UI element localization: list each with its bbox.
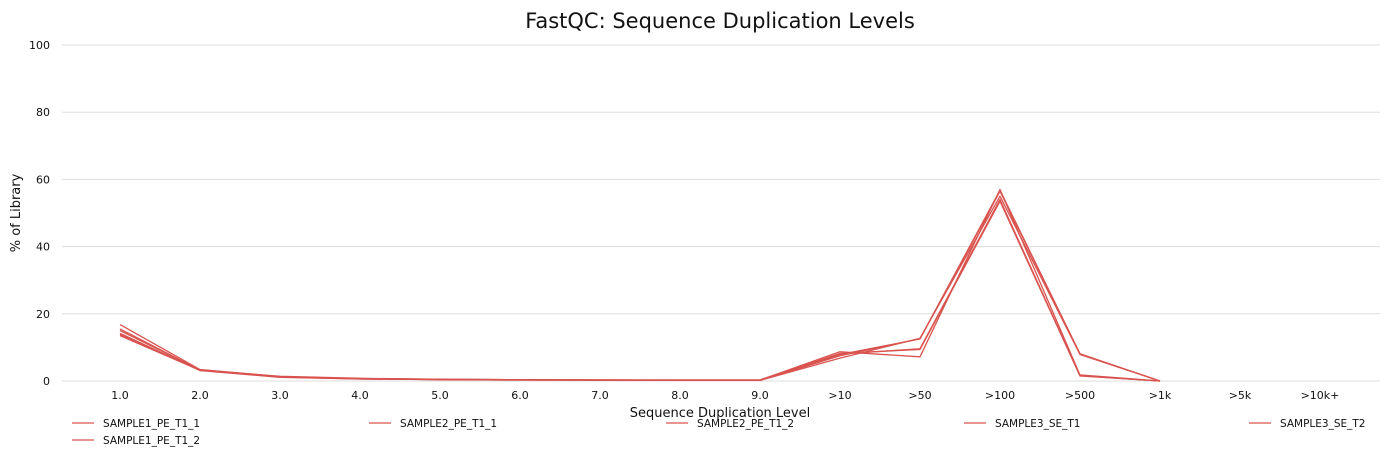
x-tick-label: >1k bbox=[1149, 389, 1172, 402]
y-tick-label: 40 bbox=[36, 241, 50, 254]
legend-item: SAMPLE3_SE_T1 bbox=[964, 418, 1081, 430]
x-tick-label: 6.0 bbox=[511, 389, 529, 402]
y-axis-label: % of Library bbox=[9, 173, 24, 252]
legend-label: SAMPLE3_SE_T1 bbox=[995, 418, 1081, 430]
x-tick-label: >10 bbox=[828, 389, 851, 402]
series-line bbox=[119, 200, 1161, 382]
series-line bbox=[119, 190, 1161, 382]
series-line bbox=[119, 198, 1161, 382]
x-axis-label: Sequence Duplication Level bbox=[630, 406, 810, 421]
x-tick-label: >100 bbox=[985, 389, 1015, 402]
x-tick-label: 7.0 bbox=[591, 389, 609, 402]
x-tick-label: 9.0 bbox=[751, 389, 769, 402]
legend-item: SAMPLE2_PE_T1_1 bbox=[369, 418, 497, 430]
y-tick-label: 20 bbox=[36, 308, 50, 321]
x-tick-label: >5k bbox=[1229, 389, 1252, 402]
gridlines bbox=[62, 44, 1380, 382]
series-line bbox=[119, 195, 1161, 382]
legend-label: SAMPLE1_PE_T1_1 bbox=[103, 418, 200, 430]
series-line bbox=[119, 188, 1161, 382]
legend-item: SAMPLE1_PE_T1_2 bbox=[72, 435, 200, 447]
legend: SAMPLE1_PE_T1_1 SAMPLE1_PE_T1_2 SAMPLE2_PE… bbox=[72, 418, 1366, 447]
legend-label: SAMPLE2_PE_T1_1 bbox=[400, 418, 497, 430]
x-tick-label: 3.0 bbox=[271, 389, 289, 402]
y-tick-label: 80 bbox=[36, 106, 50, 119]
series-line bbox=[119, 189, 1161, 382]
y-tick-labels: 0 20 40 60 80 100 bbox=[29, 39, 50, 388]
series-lines bbox=[119, 188, 1161, 382]
chart-title: FastQC: Sequence Duplication Levels bbox=[525, 9, 915, 33]
x-tick-label: 5.0 bbox=[431, 389, 449, 402]
x-tick-label: >500 bbox=[1065, 389, 1095, 402]
legend-label: SAMPLE2_PE_T1_2 bbox=[697, 418, 794, 430]
x-tick-label: 4.0 bbox=[351, 389, 369, 402]
x-tick-label: >10k+ bbox=[1301, 389, 1340, 402]
legend-item: SAMPLE2_PE_T1_2 bbox=[666, 418, 794, 430]
y-tick-label: 100 bbox=[29, 39, 50, 52]
x-tick-label: 2.0 bbox=[191, 389, 209, 402]
legend-label: SAMPLE1_PE_T1_2 bbox=[103, 435, 200, 447]
x-tick-label: 8.0 bbox=[671, 389, 689, 402]
legend-label: SAMPLE3_SE_T2 bbox=[1280, 418, 1366, 430]
y-tick-label: 0 bbox=[43, 375, 50, 388]
x-tick-label: >50 bbox=[908, 389, 931, 402]
legend-item: SAMPLE1_PE_T1_1 bbox=[72, 418, 200, 430]
x-tick-labels: 1.0 2.0 3.0 4.0 5.0 6.0 7.0 8.0 9.0 >10 >50 >100 >50… bbox=[111, 389, 1339, 402]
legend-item: SAMPLE3_SE_T2 bbox=[1249, 418, 1366, 430]
x-tick-label: 1.0 bbox=[111, 389, 129, 402]
y-tick-label: 60 bbox=[36, 173, 50, 186]
